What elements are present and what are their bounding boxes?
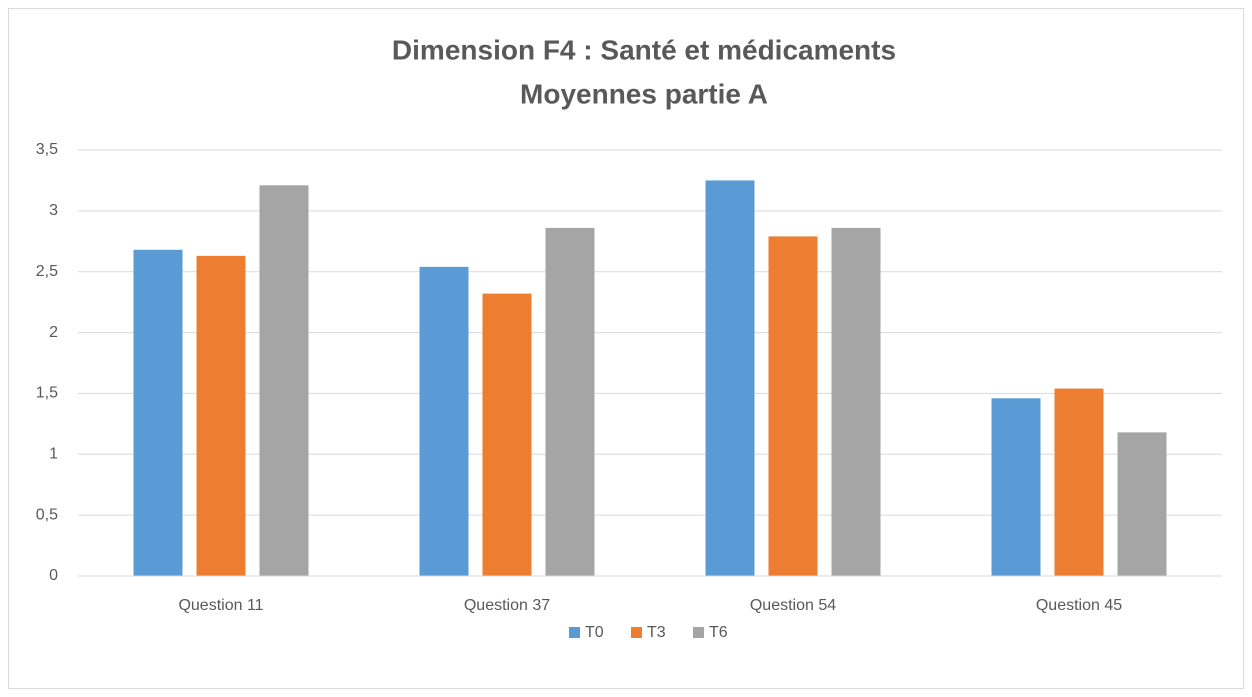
bar — [768, 236, 818, 576]
legend-label: T3 — [647, 624, 666, 641]
chart-title: Dimension F4 : Santé et médicaments — [392, 34, 896, 65]
legend-label: T6 — [709, 624, 728, 641]
y-tick-label: 2 — [49, 324, 58, 341]
x-tick-label: Question 11 — [178, 597, 263, 614]
legend-label: T0 — [585, 624, 604, 641]
bar — [133, 249, 183, 576]
y-tick-label: 3,5 — [36, 141, 58, 158]
legend-swatch — [693, 627, 704, 638]
bar — [1117, 432, 1167, 576]
y-tick-label: 1 — [49, 446, 58, 463]
x-tick-label: Question 37 — [464, 597, 550, 614]
legend-swatch — [569, 627, 580, 638]
x-tick-label: Question 45 — [1036, 597, 1122, 614]
y-tick-label: 2,5 — [36, 263, 58, 280]
bar — [1054, 388, 1104, 576]
bar — [482, 293, 532, 576]
y-tick-label: 1,5 — [36, 385, 58, 402]
y-tick-label: 0,5 — [36, 506, 58, 523]
bar — [259, 185, 309, 576]
bar — [419, 266, 469, 576]
bar — [991, 398, 1041, 576]
y-tick-label: 0 — [49, 567, 58, 584]
bar — [705, 180, 755, 576]
x-tick-label: Question 54 — [750, 597, 836, 614]
bar — [196, 255, 246, 577]
bar — [831, 227, 881, 576]
y-tick-label: 3 — [49, 202, 58, 219]
bar — [545, 227, 595, 576]
chart-subtitle: Moyennes partie A — [520, 78, 768, 109]
legend-swatch — [631, 627, 642, 638]
chart-frame — [8, 8, 1244, 689]
